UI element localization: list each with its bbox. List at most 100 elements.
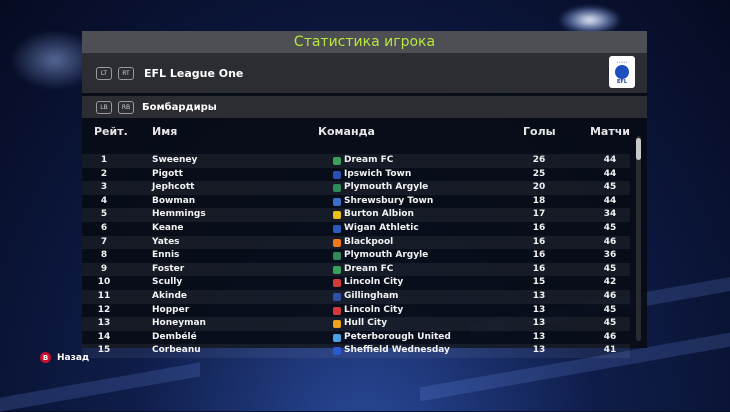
- header-goals[interactable]: Голы: [523, 124, 556, 138]
- scorers-table: 1 Sweeney Dream FC 26 44 2 Pigott Ipswich Town 2…: [82, 154, 630, 358]
- player-name-cell: Scully: [152, 277, 183, 288]
- scrollbar-thumb[interactable]: [636, 138, 641, 160]
- background-stripe: [0, 362, 200, 412]
- team-crest-icon: [333, 252, 341, 261]
- header-rank[interactable]: Рейт.: [94, 124, 128, 138]
- rank-cell: 9: [100, 263, 108, 274]
- rank-cell: 15: [97, 345, 111, 356]
- rank-cell: 12: [97, 304, 111, 315]
- team-name-cell: Ipswich Town: [344, 168, 412, 179]
- team-crest-icon: [333, 184, 341, 193]
- team-name-cell: Hull City: [344, 318, 388, 329]
- table-row[interactable]: 12 Hopper Lincoln City 13 45: [82, 304, 630, 318]
- player-name-cell: Pigott: [152, 168, 183, 179]
- back-label: Назад: [57, 352, 90, 363]
- goals-cell: 16: [532, 222, 546, 233]
- team-crest-icon: [333, 238, 341, 247]
- header-team[interactable]: Команда: [318, 124, 375, 138]
- player-name-cell: Akinde: [152, 290, 187, 301]
- matches-cell: 44: [603, 168, 617, 179]
- matches-cell: 42: [603, 277, 617, 288]
- team-name-cell: Dream FC: [344, 155, 394, 165]
- goals-cell: 13: [532, 345, 546, 356]
- team-crest-icon: [333, 211, 341, 220]
- table-row[interactable]: 13 Honeyman Hull City 13 45: [82, 317, 630, 331]
- player-name-cell: Sweeney: [152, 155, 198, 165]
- rank-cell: 1: [100, 155, 108, 165]
- team-name-cell: Dream FC: [344, 263, 394, 274]
- rank-cell: 11: [97, 290, 111, 301]
- rank-cell: 8: [100, 250, 108, 261]
- table-row[interactable]: 9 Foster Dream FC 16 45: [82, 262, 630, 277]
- matches-cell: 36: [603, 250, 617, 261]
- table-row[interactable]: 1 Sweeney Dream FC 26 44: [82, 154, 630, 168]
- header-matches[interactable]: Матчи: [589, 124, 630, 138]
- efl-logo-icon: •••••• EFL: [609, 56, 635, 88]
- title-bar: Статистика игрока: [82, 31, 647, 53]
- matches-cell: 44: [603, 155, 617, 165]
- matches-cell: 46: [603, 236, 617, 247]
- team-crest-icon: [333, 224, 341, 233]
- table-row[interactable]: 7 Yates Blackpool 16 46: [82, 235, 630, 250]
- team-crest-icon: [333, 333, 341, 342]
- table-row[interactable]: 4 Bowman Shrewsbury Town 18 44: [82, 195, 630, 209]
- b-button-icon[interactable]: B: [40, 352, 51, 363]
- header-name[interactable]: Имя: [152, 124, 178, 138]
- table-row[interactable]: 15 Corbeanu Sheffield Wednesday 13 41: [82, 344, 630, 358]
- goals-cell: 13: [532, 318, 546, 329]
- goals-cell: 13: [532, 290, 546, 301]
- matches-cell: 46: [603, 290, 617, 301]
- table-row[interactable]: 10 Scully Lincoln City 15 42: [82, 276, 630, 290]
- team-crest-icon: [333, 170, 341, 179]
- matches-cell: 45: [603, 318, 617, 329]
- lb-button-icon[interactable]: LB: [96, 100, 112, 114]
- player-name-cell: Jephcott: [152, 182, 195, 193]
- goals-cell: 25: [532, 168, 546, 179]
- player-name-cell: Corbeanu: [152, 345, 201, 356]
- team-crest-icon: [333, 347, 341, 356]
- table-row[interactable]: 11 Akinde Gillingham 13 46: [82, 289, 630, 304]
- league-logo-text: EFL: [616, 79, 628, 85]
- rank-cell: 10: [97, 277, 111, 288]
- table-row[interactable]: 3 Jephcott Plymouth Argyle 20 45: [82, 181, 630, 195]
- rank-cell: 7: [100, 236, 108, 247]
- goals-cell: 20: [532, 182, 546, 193]
- player-name-cell: Hopper: [152, 304, 190, 315]
- team-name-cell: Sheffield Wednesday: [344, 345, 450, 356]
- team-crest-icon: [333, 306, 341, 315]
- rank-cell: 4: [100, 195, 108, 206]
- team-name-cell: Plymouth Argyle: [344, 182, 429, 193]
- table-row[interactable]: 5 Hemmings Burton Albion 17 34: [82, 208, 630, 222]
- matches-cell: 45: [603, 304, 617, 315]
- matches-cell: 34: [603, 209, 617, 220]
- table-header: Рейт. Имя Команда Голы Матчи: [82, 122, 647, 140]
- back-action[interactable]: B Назад: [40, 352, 89, 363]
- category-selector[interactable]: LB RB Бомбардиры: [82, 96, 647, 118]
- goals-cell: 16: [532, 236, 546, 247]
- rank-cell: 5: [100, 209, 108, 220]
- rank-cell: 14: [97, 331, 111, 342]
- goals-cell: 13: [532, 304, 546, 315]
- scrollbar[interactable]: [636, 136, 641, 341]
- rank-cell: 6: [100, 222, 108, 233]
- table-row[interactable]: 8 Ennis Plymouth Argyle 16 36: [82, 249, 630, 263]
- rb-button-icon[interactable]: RB: [118, 100, 134, 114]
- table-row[interactable]: 14 Dembélé Peterborough United 13 46: [82, 331, 630, 345]
- player-name-cell: Hemmings: [152, 209, 206, 220]
- lt-button-icon[interactable]: LT: [96, 66, 112, 80]
- team-crest-icon: [333, 279, 341, 288]
- table-row[interactable]: 2 Pigott Ipswich Town 25 44: [82, 168, 630, 182]
- team-name-cell: Plymouth Argyle: [344, 250, 429, 261]
- page-title: Статистика игрока: [293, 34, 436, 50]
- table-row[interactable]: 6 Keane Wigan Athletic 16 45: [82, 222, 630, 236]
- matches-cell: 41: [603, 345, 617, 356]
- league-selector[interactable]: LT RT EFL League One •••••• EFL: [82, 53, 647, 93]
- player-name-cell: Bowman: [152, 195, 196, 206]
- player-name-cell: Dembélé: [152, 331, 197, 342]
- goals-cell: 15: [532, 277, 546, 288]
- team-name-cell: Blackpool: [344, 236, 394, 247]
- goals-cell: 16: [532, 263, 546, 274]
- player-stats-panel: Статистика игрока LT RT EFL League One •…: [82, 31, 647, 358]
- rt-button-icon[interactable]: RT: [118, 66, 134, 80]
- rank-cell: 3: [100, 182, 108, 193]
